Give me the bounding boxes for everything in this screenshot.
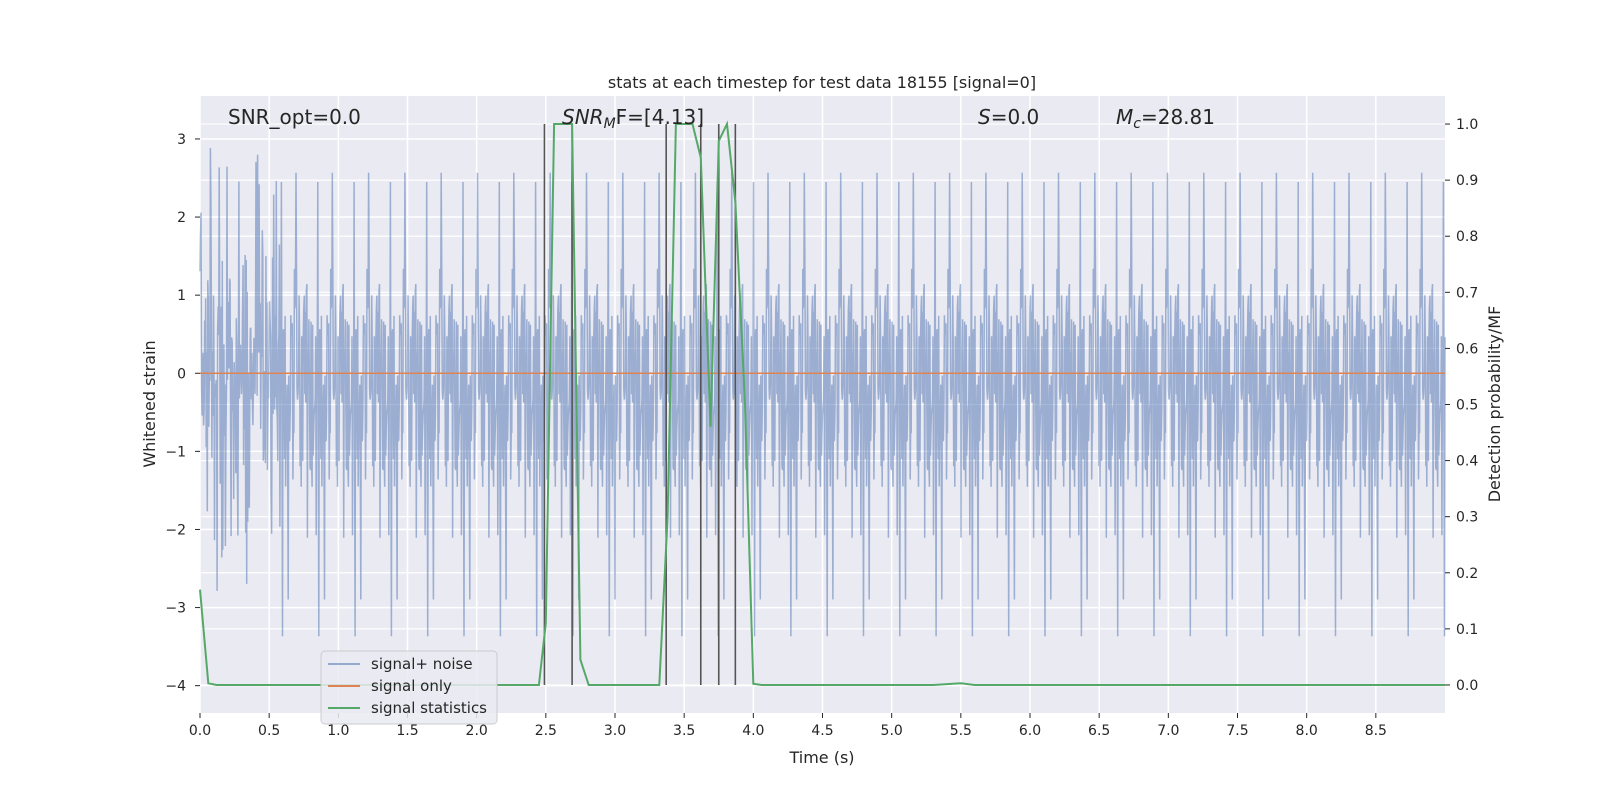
y-right-tick-label: 0.6 [1456, 341, 1478, 357]
y-tick-label: −3 [165, 601, 186, 617]
x-tick-label: 4.0 [742, 723, 764, 739]
x-tick-label: 8.0 [1296, 723, 1318, 739]
annotation-snr-mf: SNRMF=[4.13] [562, 105, 704, 132]
y-right-tick-label: 0.0 [1456, 678, 1478, 694]
chart-title: stats at each timestep for test data 181… [608, 73, 1036, 92]
y-right-tick-label: 0.5 [1456, 398, 1478, 414]
x-tick-label: 0.5 [258, 723, 280, 739]
y-tick-label: 0 [177, 366, 186, 382]
x-tick-label: 2.0 [466, 723, 488, 739]
annotation-snr-opt: SNR_opt=0.0 [228, 105, 361, 129]
x-tick-label: 8.5 [1365, 723, 1387, 739]
y-right-tick-label: 0.3 [1456, 510, 1478, 526]
y-axis-label: Whitened strain [140, 340, 159, 467]
noise-series [199, 148, 1446, 637]
x-tick-label: 7.5 [1226, 723, 1248, 739]
y-right-tick-label: 0.7 [1456, 285, 1478, 301]
x-tick-label: 2.5 [535, 723, 557, 739]
legend-label-signal-statistics: signal statistics [371, 699, 487, 717]
x-tick-label: 4.5 [811, 723, 833, 739]
legend-label-signal-noise: signal+ noise [371, 655, 473, 673]
y-tick-label: 1 [177, 288, 186, 304]
legend: signal+ noise signal only signal statist… [320, 650, 498, 725]
y-tick-label: 2 [177, 210, 186, 226]
legend-label-signal-only: signal only [371, 677, 452, 695]
x-tick-label: 3.5 [673, 723, 695, 739]
y-axis-right-label: Detection probability/MF [1485, 306, 1504, 503]
y-right-tick-label: 0.1 [1456, 622, 1478, 638]
y-right-tick-label: 0.4 [1456, 454, 1478, 470]
y-tick-label: −1 [165, 444, 186, 460]
x-tick-label: 6.0 [1019, 723, 1041, 739]
y-right-tick-label: 0.2 [1456, 566, 1478, 582]
x-tick-label: 1.0 [327, 723, 349, 739]
y-tick-label: 3 [177, 132, 186, 148]
y-right-tick-label: 0.9 [1456, 173, 1478, 189]
x-tick-label: 7.0 [1157, 723, 1179, 739]
x-tick-label: 6.5 [1088, 723, 1110, 739]
annotation-s: S=0.0 [978, 105, 1039, 129]
x-axis-label: Time (s) [788, 748, 854, 767]
x-tick-label: 1.5 [396, 723, 418, 739]
series-line-signal-noise [199, 148, 1446, 637]
y-tick-label: −4 [165, 679, 186, 695]
x-tick-label: 5.5 [950, 723, 972, 739]
y-right-tick-label: 1.0 [1456, 117, 1478, 133]
annotation-mc: Mc=28.81 [1116, 105, 1215, 132]
x-tick-label: 3.0 [604, 723, 626, 739]
y-right-tick-label: 0.8 [1456, 229, 1478, 245]
series-line-signal-statistics [199, 120, 1445, 686]
x-tick-label: 5.0 [881, 723, 903, 739]
x-tick-label: 0.0 [189, 723, 211, 739]
y-tick-label: −2 [165, 522, 186, 538]
